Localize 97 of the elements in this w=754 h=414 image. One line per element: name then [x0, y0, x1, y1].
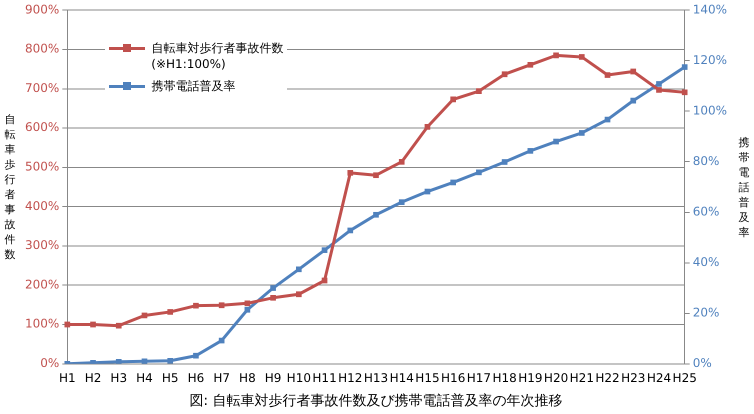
x-tick-label: H22	[595, 371, 620, 386]
point	[142, 312, 148, 318]
point	[347, 228, 354, 234]
y-tick-label: 200%	[24, 277, 60, 292]
y-tick-label: 800%	[24, 42, 60, 56]
x-tick-label: H14	[390, 371, 414, 386]
point	[604, 72, 610, 78]
point	[90, 360, 96, 364]
y2-tick-label: 60%	[692, 204, 720, 218]
point	[682, 89, 688, 96]
y2-tick-label: 140%	[692, 2, 728, 16]
point	[630, 98, 636, 104]
point	[578, 130, 585, 136]
x-tick-label: H25	[672, 371, 697, 386]
point	[528, 62, 534, 68]
point	[322, 247, 328, 253]
x-tick-label: H23	[621, 371, 646, 386]
y-tick-label: 300%	[24, 238, 60, 252]
x-tick-label: H6	[188, 371, 204, 386]
x-tick-label: H19	[518, 371, 542, 386]
x-tick-label: H16	[441, 371, 466, 386]
point	[296, 291, 302, 298]
point	[476, 88, 482, 94]
y-tick-label: 700%	[24, 80, 60, 95]
point	[90, 322, 96, 328]
point	[373, 212, 379, 218]
point	[424, 124, 430, 130]
point	[630, 68, 636, 74]
x-tick-label: H1	[58, 371, 76, 386]
point	[64, 322, 70, 328]
point	[682, 64, 688, 70]
x-tick-label: H8	[239, 371, 256, 386]
point	[244, 306, 250, 313]
point	[528, 148, 534, 154]
x-tick-label: H7	[213, 371, 230, 386]
y-tick-label: 100%	[24, 316, 60, 331]
point	[193, 302, 199, 308]
x-tick-label: H21	[570, 371, 594, 386]
point	[244, 300, 250, 306]
x-tick-label: H5	[162, 371, 179, 386]
point	[398, 199, 405, 205]
point	[578, 54, 585, 60]
x-tick-label: H12	[338, 371, 362, 386]
point	[502, 159, 508, 165]
point	[450, 180, 456, 186]
x-tick-label: H9	[264, 371, 282, 386]
point	[373, 172, 379, 178]
x-tick-label: H24	[646, 371, 672, 386]
point	[218, 338, 224, 344]
y2-tick-label: 120%	[692, 52, 728, 67]
legend-label: 携帯電話普及率	[151, 78, 236, 94]
point	[656, 81, 662, 87]
x-tick-label: H11	[312, 371, 337, 386]
y2-axis-title: 携帯電話普及率	[738, 134, 750, 240]
x-tick-label: H3	[110, 371, 128, 386]
point	[142, 358, 148, 364]
point	[604, 116, 610, 122]
point	[347, 170, 354, 176]
y2-tick-label: 100%	[692, 103, 728, 118]
y-tick-label: 900%	[24, 2, 60, 16]
x-tick-label: H13	[364, 371, 388, 386]
point	[193, 352, 199, 359]
y2-tick-label: 20%	[692, 305, 720, 320]
point	[167, 358, 174, 364]
point	[270, 294, 276, 301]
x-tick-label: H2	[84, 371, 102, 386]
x-tick-label: H10	[286, 371, 311, 386]
point	[476, 170, 482, 176]
point	[553, 52, 559, 58]
x-tick-label: H17	[466, 371, 492, 386]
x-tick-label: H15	[415, 371, 440, 386]
point	[450, 96, 456, 102]
text: 図: 自転車対歩行者事故件数及び携帯電話普及率の年次推移	[189, 392, 563, 410]
point	[116, 358, 122, 364]
point	[656, 87, 662, 93]
y2-tick-label: 80%	[692, 154, 720, 168]
point	[296, 266, 302, 272]
y-tick-label: 0%	[40, 356, 60, 370]
point	[553, 138, 559, 144]
x-tick-label: H20	[544, 371, 568, 386]
x-tick-label: H4	[136, 371, 153, 386]
point	[322, 278, 328, 284]
y-tick-label: 500%	[24, 159, 60, 174]
point	[270, 285, 276, 291]
legend-label: 自転車対歩行者事故件数 (※H1:100%)	[151, 40, 284, 72]
x-tick-label: H18	[492, 371, 517, 386]
point	[116, 322, 122, 329]
y-tick-label: 600%	[24, 120, 60, 134]
point	[167, 309, 174, 315]
point	[424, 188, 430, 194]
y2-tick-label: 0%	[692, 356, 712, 370]
point	[218, 302, 224, 308]
text: 自転車歩行者事故件数	[4, 113, 16, 261]
point	[398, 159, 405, 165]
point	[502, 71, 508, 78]
y2-tick-label: 40%	[692, 254, 720, 269]
y-tick-label: 400%	[24, 198, 60, 213]
